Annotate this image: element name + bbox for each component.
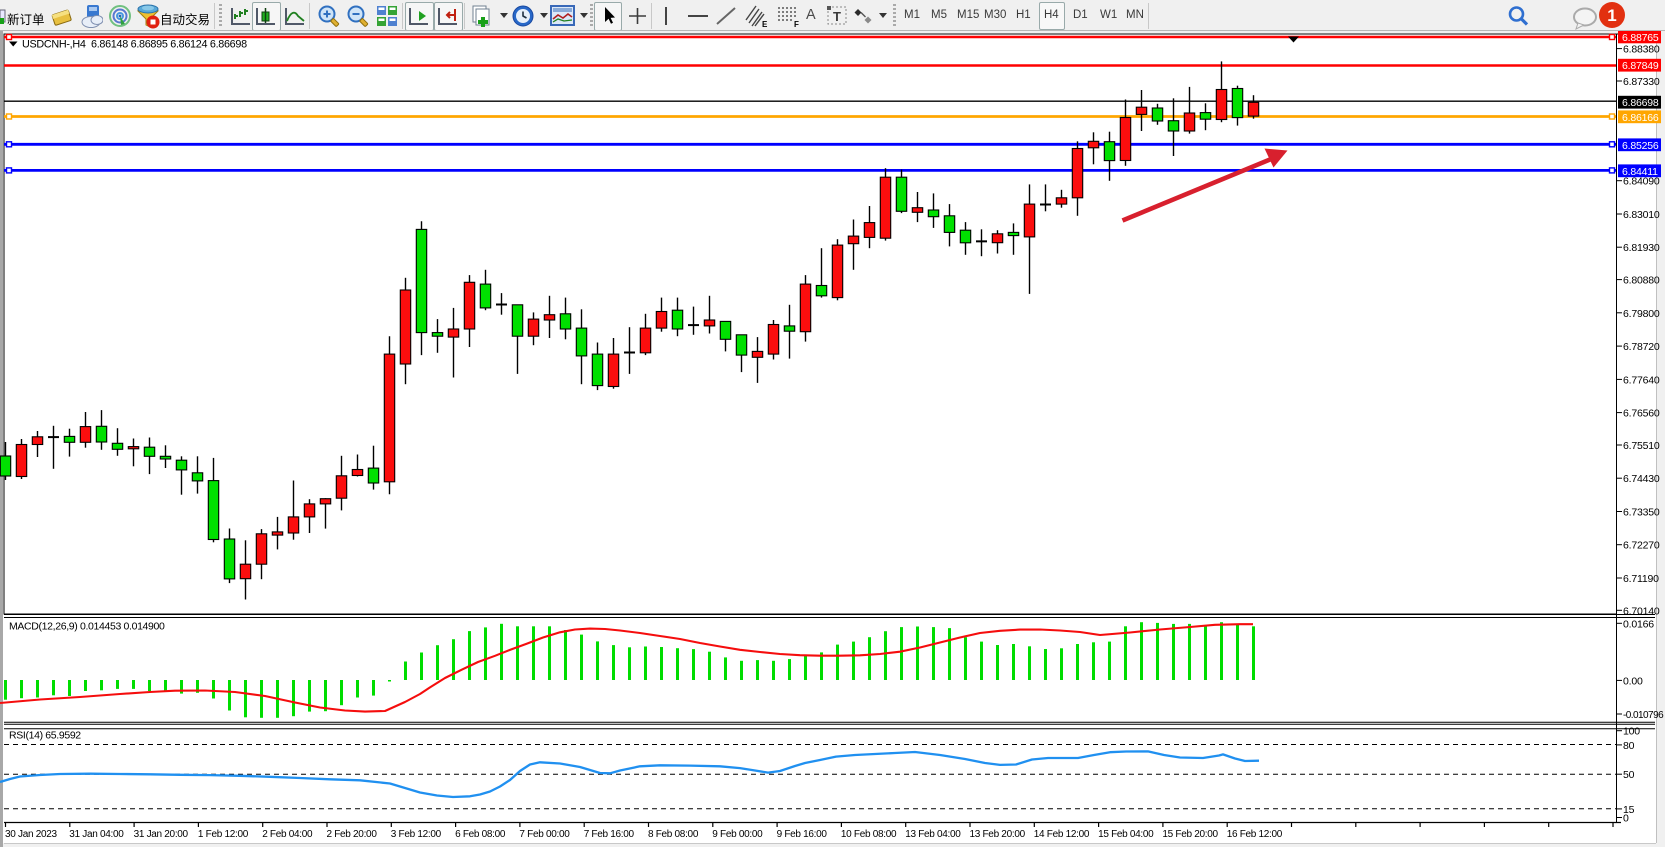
svg-text:7 Feb 16:00: 7 Feb 16:00 bbox=[584, 829, 635, 840]
svg-text:6.87330: 6.87330 bbox=[1623, 76, 1660, 88]
svg-text:6.84411: 6.84411 bbox=[1622, 166, 1658, 178]
svg-text:6.77640: 6.77640 bbox=[1623, 374, 1660, 386]
svg-text:30 Jan 2023: 30 Jan 2023 bbox=[5, 829, 57, 840]
svg-text:0: 0 bbox=[1623, 813, 1629, 825]
svg-text:2 Feb 20:00: 2 Feb 20:00 bbox=[327, 829, 378, 840]
svg-text:16 Feb 12:00: 16 Feb 12:00 bbox=[1227, 829, 1283, 840]
svg-text:6.81930: 6.81930 bbox=[1623, 242, 1660, 254]
svg-text:6.88380: 6.88380 bbox=[1623, 44, 1660, 56]
svg-text:6.88765: 6.88765 bbox=[1622, 32, 1659, 44]
svg-text:15 Feb 20:00: 15 Feb 20:00 bbox=[1162, 829, 1218, 840]
svg-text:6.74430: 6.74430 bbox=[1623, 473, 1660, 485]
svg-text:9 Feb 16:00: 9 Feb 16:00 bbox=[777, 829, 828, 840]
svg-text:F: F bbox=[794, 20, 799, 28]
svg-text:6.75510: 6.75510 bbox=[1623, 440, 1660, 452]
svg-text:15: 15 bbox=[1623, 804, 1635, 816]
svg-text:6.76560: 6.76560 bbox=[1623, 408, 1660, 420]
svg-text:6.83010: 6.83010 bbox=[1623, 209, 1660, 221]
svg-text:80: 80 bbox=[1623, 740, 1635, 752]
svg-text:50: 50 bbox=[1623, 769, 1635, 781]
svg-text:6.79800: 6.79800 bbox=[1623, 308, 1660, 320]
svg-text:T: T bbox=[833, 9, 841, 24]
svg-text:13 Feb 04:00: 13 Feb 04:00 bbox=[905, 829, 961, 840]
svg-text:6.70140: 6.70140 bbox=[1623, 605, 1660, 617]
svg-text:0.0166: 0.0166 bbox=[1623, 618, 1654, 630]
svg-text:9 Feb 00:00: 9 Feb 00:00 bbox=[712, 829, 763, 840]
svg-text:6.72270: 6.72270 bbox=[1623, 540, 1660, 552]
svg-text:13 Feb 20:00: 13 Feb 20:00 bbox=[970, 829, 1026, 840]
svg-text:6.80880: 6.80880 bbox=[1623, 275, 1660, 287]
svg-text:0.00: 0.00 bbox=[1623, 675, 1643, 687]
svg-text:10 Feb 08:00: 10 Feb 08:00 bbox=[841, 829, 897, 840]
svg-text:31 Jan 20:00: 31 Jan 20:00 bbox=[134, 829, 189, 840]
svg-text:8 Feb 08:00: 8 Feb 08:00 bbox=[648, 829, 699, 840]
svg-text:2 Feb 04:00: 2 Feb 04:00 bbox=[262, 829, 313, 840]
svg-text:6.78720: 6.78720 bbox=[1623, 341, 1660, 353]
svg-text:15 Feb 04:00: 15 Feb 04:00 bbox=[1098, 829, 1154, 840]
svg-text:6.84090: 6.84090 bbox=[1623, 176, 1660, 188]
svg-text:1 Feb 12:00: 1 Feb 12:00 bbox=[198, 829, 249, 840]
svg-text:6.73350: 6.73350 bbox=[1623, 507, 1660, 519]
svg-text:-0.010796: -0.010796 bbox=[1623, 710, 1664, 721]
svg-text:USDCNH-,H4 6.86148 6.86895 6.: USDCNH-,H4 6.86148 6.86895 6.86124 6.866… bbox=[22, 39, 247, 51]
svg-text:6.71190: 6.71190 bbox=[1623, 573, 1659, 585]
svg-text:7 Feb 00:00: 7 Feb 00:00 bbox=[519, 829, 570, 840]
svg-text:6.85256: 6.85256 bbox=[1622, 140, 1659, 152]
svg-text:RSI(14) 65.9592: RSI(14) 65.9592 bbox=[9, 730, 81, 742]
svg-text:6.86166: 6.86166 bbox=[1622, 112, 1659, 124]
svg-text:14 Feb 12:00: 14 Feb 12:00 bbox=[1034, 829, 1090, 840]
svg-text:31 Jan 04:00: 31 Jan 04:00 bbox=[69, 829, 124, 840]
svg-text:E: E bbox=[762, 20, 768, 28]
svg-text:6 Feb 08:00: 6 Feb 08:00 bbox=[455, 829, 506, 840]
svg-text:100: 100 bbox=[1623, 726, 1640, 738]
svg-text:MACD(12,26,9) 0.014453 0.01490: MACD(12,26,9) 0.014453 0.014900 bbox=[9, 621, 165, 633]
svg-text:3 Feb 12:00: 3 Feb 12:00 bbox=[391, 829, 442, 840]
svg-text:6.87849: 6.87849 bbox=[1622, 60, 1659, 72]
svg-text:6.86698: 6.86698 bbox=[1622, 97, 1659, 109]
